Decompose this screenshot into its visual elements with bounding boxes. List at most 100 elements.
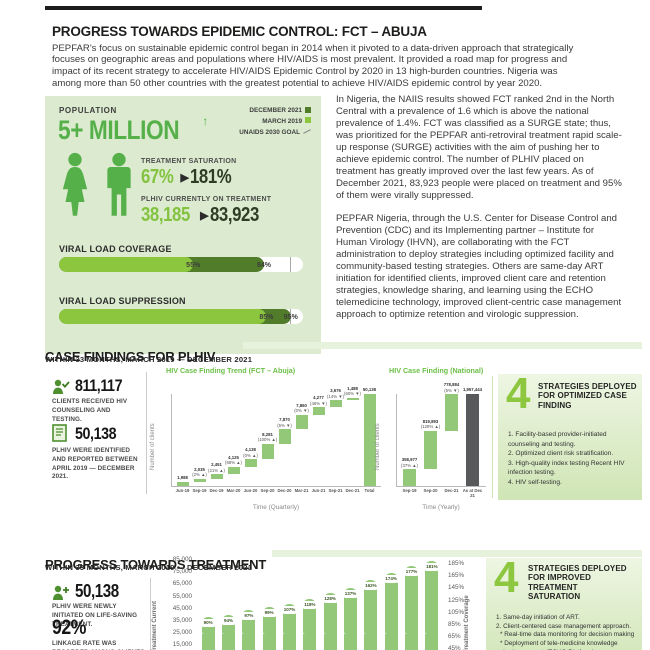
right-axis-tick-label: 45% (448, 645, 461, 650)
chart-title: HIV Case Finding (National) (389, 366, 484, 375)
y-axis-tick-label: 25,000 (172, 629, 192, 637)
hts-clients-caption: CLIENTS RECEIVED HIV COUNSELING AND TEST… (52, 398, 128, 423)
treatment-current-chart: Treatment Current Treatment Coverage 85,… (152, 551, 484, 650)
bar (445, 393, 458, 431)
summary-panel: POPULATION 5+ MILLION ↑ DECEMBER 2021 MAR… (45, 96, 321, 354)
right-axis-tick-label: 145% (448, 584, 465, 592)
y-axis-tick-label: 75,000 (172, 568, 192, 576)
bar-label: 2,035 (2% ▲) (192, 466, 207, 478)
y-axis-tick-label: 85,000 (172, 556, 192, 563)
viral-load-coverage: VIRAL LOAD COVERAGE 55% 84% (59, 244, 305, 272)
coverage-badge: 177% (403, 568, 420, 577)
treatment-subtitle: WITHIN 33 MONTHS, MARCH 2019 — DECEMBER … (45, 563, 253, 572)
bar-value-vertical: 83,923 (420, 618, 428, 643)
suppression-mar-2019-fill (59, 309, 267, 324)
population-value: 5+ MILLION ↑ (58, 114, 208, 146)
axis-tick-label: Sep-20 (423, 488, 438, 493)
plhiv-on-treatment-label: PLHIV CURRENTLY ON TREATMENT (141, 196, 272, 203)
bar (346, 397, 359, 401)
population-number: 5+ MILLION (58, 115, 180, 145)
coverage-badge: 97% (240, 611, 258, 620)
saturation-2021: 181% (190, 166, 232, 188)
newly-initiated-caption: PLHIV WERE NEWLY INITIATED ON LIFE-SAVIN… (52, 603, 138, 628)
bar-label: 4,125 (68% ▲) (225, 454, 242, 466)
hts-clients-value: 811,117 (75, 376, 123, 395)
bar (193, 478, 206, 483)
bar (405, 566, 418, 650)
coverage-badge: 99% (260, 608, 278, 617)
viral-load-suppression-label: VIRAL LOAD SUPPRESSION (59, 296, 186, 306)
y-axis-tick-label: 55,000 (172, 592, 192, 600)
viral-load-coverage-label: VIRAL LOAD COVERAGE (59, 244, 172, 254)
vertical-divider (492, 376, 493, 498)
case-findings-title: CASE FINDINGS FOR PLHIV (45, 348, 216, 364)
bar-label: 778,884 (5% ▼) (443, 381, 460, 393)
coverage-mar-2019-fill (59, 257, 194, 272)
narrative-paragraph-1: In Nigeria, the NAIIS results showed FCT… (336, 94, 622, 201)
axis-tick-label: Total (364, 488, 375, 493)
narrative-column: In Nigeria, the NAIIS results showed FCT… (336, 94, 622, 332)
axis-tick-label: Dec-21 (444, 488, 459, 493)
legend-item-unaids-goal: UNAIDS 2030 GOAL (239, 128, 311, 139)
bar-label: 50,138 (362, 387, 377, 392)
bar (364, 579, 378, 650)
bar (323, 592, 337, 650)
plhiv-identified-value: 50,138 (75, 424, 117, 443)
bar (295, 414, 308, 430)
plhiv-on-treatment-values: 38,185 ▶83,923 (141, 204, 268, 227)
y-axis (396, 394, 397, 486)
viral-load-coverage-track (59, 257, 303, 272)
newly-initiated-value: 50,138 (75, 581, 119, 601)
strategy-subitem: * Deployment of tele-medicine knowledge … (500, 639, 618, 650)
treatment-strategies-box: 4 STRATEGIES DEPLOYED FOR IMPROVED TREAT… (486, 553, 642, 650)
right-axis-tick-label: 125% (448, 596, 465, 604)
bar (283, 604, 296, 650)
axis-tick-label: Dec-19 (209, 488, 224, 493)
strategy-item: 2. Client-centered case management appro… (496, 622, 631, 630)
bar-label: 4,277 (46% ▼) (310, 395, 327, 406)
strategies-count: 4 (506, 369, 531, 418)
coverage-2019-value: 55% (186, 262, 201, 269)
axis-tick-label: Sep-19 (402, 488, 417, 493)
axis-tick-label: Mar-20 (226, 488, 241, 493)
bar (303, 599, 317, 650)
coverage-badge: 118% (301, 601, 319, 610)
bar (424, 430, 437, 470)
x-axis (171, 486, 381, 487)
up-arrow-icon: ↑ (202, 114, 209, 128)
suppression-2019-value: 85% (259, 314, 274, 321)
saturation-2019: 67% (141, 166, 174, 188)
vertical-divider (150, 578, 151, 650)
bar-value-vertical: 38,185 (196, 618, 204, 643)
plhiv-2021: 83,923 (209, 204, 259, 226)
axis-tick-label: Mar-21 (294, 488, 309, 493)
strategies-heading: STRATEGIES DEPLOYED FOR IMPROVED TREATME… (528, 564, 627, 602)
y-axis-title: Number of clients (150, 423, 156, 470)
plhiv-2019: 38,185 (141, 204, 190, 226)
bar-value-vertical: 58,107 (318, 618, 326, 643)
top-rule (45, 6, 482, 10)
right-axis-title: Treatment Coverage (464, 595, 470, 650)
intro-paragraph: PEPFAR's focus on sustainable epidemic c… (52, 42, 574, 90)
bar-value-vertical: 62,414 (339, 618, 346, 643)
bar-label: 1,988 (177, 475, 188, 481)
strategies-list: 1. Same-day initiation of ART. 2. Client… (496, 614, 636, 650)
coverage-badge: 90% (199, 619, 217, 628)
chart-title: HIV Case Finding Trend (FCT – Abuja) (166, 366, 296, 375)
treatment-saturation-label: TREATMENT SATURATION (141, 158, 237, 165)
bar-label: 7,870 (5% ▼) (277, 417, 292, 428)
strategies-count: 4 (494, 553, 519, 602)
bar-label: 7,860 (0% ▼) (294, 402, 309, 414)
axis-tick-label: Dec-21 (345, 488, 360, 493)
coverage-badge: 181% (423, 563, 441, 572)
axis-tick-label: Jun-20 (243, 488, 258, 493)
population-label: POPULATION (59, 106, 117, 115)
legend: DECEMBER 2021 MARCH 2019 UNAIDS 2030 GOA… (239, 106, 311, 139)
bar-label: 1,488 (60% ▼) (344, 385, 361, 397)
strategy-subitem: * Real-time data monitoring for decision… (500, 631, 635, 639)
strategies-heading: STRATEGIES DEPLOYED FOR OPTIMIZED CASE F… (538, 382, 637, 410)
narrative-paragraph-2: PEPFAR Nigeria, through the U.S. Center … (336, 212, 622, 320)
bar (403, 469, 416, 486)
bar-value-vertical: 44,148 (237, 618, 245, 643)
